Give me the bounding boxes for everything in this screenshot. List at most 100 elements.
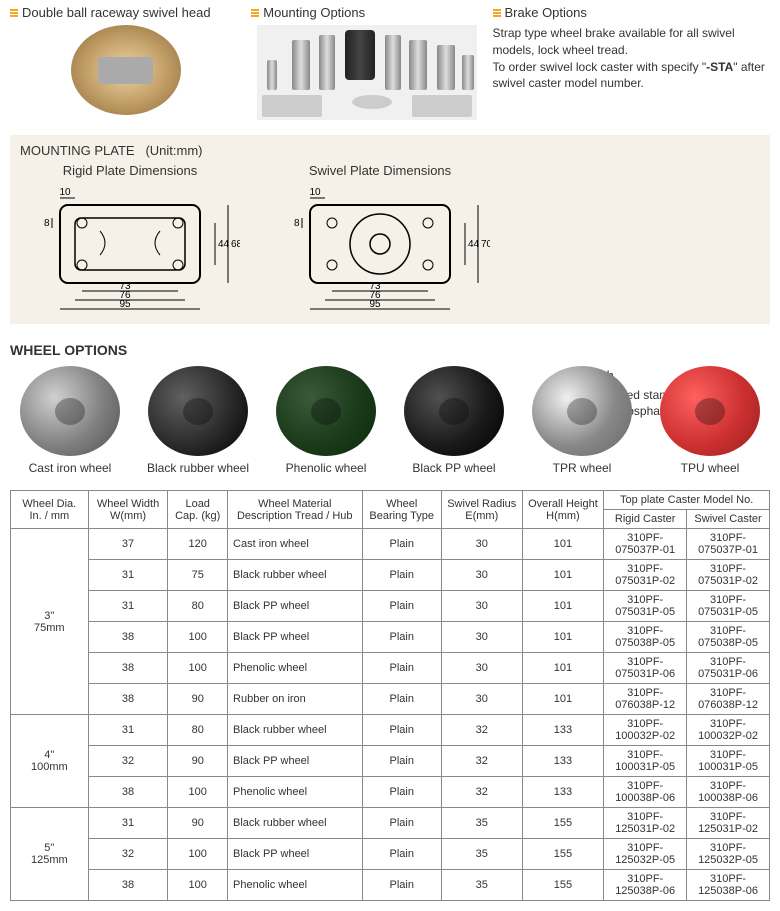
table-row: 5"125mm3190Black rubber wheelPlain351553… [11,808,770,839]
data-cell: 310PF-100031P-05 [687,746,770,777]
data-cell: 310PF-125032P-05 [604,839,687,870]
wheel-options-title: WHEEL OPTIONS [10,342,770,358]
swivel-label-text: Double ball raceway swivel head [22,5,211,20]
data-cell: 310PF-076038P-12 [687,684,770,715]
data-cell: Black PP wheel [228,746,363,777]
svg-text:95: 95 [119,299,131,310]
data-cell: Plain [362,808,441,839]
wheel-image [20,366,120,456]
rigid-plate-diagram: 10 8 44 68 73 76 95 [20,183,240,313]
data-cell: 310PF-100032P-02 [687,715,770,746]
mounting-label-text: Mounting Options [263,5,365,20]
data-cell: Black rubber wheel [228,560,363,591]
wheel-image [276,366,376,456]
data-cell: 30 [441,591,522,622]
data-cell: 310PF-125031P-02 [687,808,770,839]
data-cell: 310PF-075031P-02 [687,560,770,591]
data-cell: 30 [441,560,522,591]
data-cell: 31 [88,591,168,622]
data-cell: 38 [88,777,168,808]
data-cell: 133 [522,777,604,808]
data-cell: 31 [88,715,168,746]
data-cell: 155 [522,839,604,870]
data-cell: Plain [362,839,441,870]
data-cell: 90 [168,746,228,777]
wheel-label: TPU wheel [650,461,770,475]
bars-icon [251,9,259,17]
table-row: 4"100mm3180Black rubber wheelPlain321333… [11,715,770,746]
data-cell: 30 [441,529,522,560]
data-cell: Plain [362,746,441,777]
th-rigid: Rigid Caster [604,510,687,529]
th-swivel: Swivel Caster [687,510,770,529]
mounting-hardware-image [257,25,477,120]
mid-wrapper: MOUNTING PLATE (Unit:mm) Rigid Plate Dim… [0,135,780,324]
data-cell: 35 [441,870,522,901]
rigid-plate-title: Rigid Plate Dimensions [20,163,240,178]
data-cell: Black PP wheel [228,591,363,622]
data-cell: 30 [441,653,522,684]
data-cell: Phenolic wheel [228,653,363,684]
data-cell: 100 [168,777,228,808]
data-cell: 310PF-075031P-06 [687,653,770,684]
dia-cell: 3"75mm [11,529,89,715]
data-cell: Plain [362,777,441,808]
data-cell: 100 [168,870,228,901]
mp-unit: (Unit:mm) [145,143,202,158]
data-cell: 100 [168,622,228,653]
data-cell: 38 [88,870,168,901]
data-cell: 37 [88,529,168,560]
th-dia: Wheel Dia. In. / mm [11,491,89,529]
data-cell: 310PF-075031P-02 [604,560,687,591]
data-cell: Black PP wheel [228,622,363,653]
data-cell: Phenolic wheel [228,777,363,808]
table-body: 3"75mm37120Cast iron wheelPlain30101310P… [11,529,770,901]
data-cell: 310PF-100031P-05 [604,746,687,777]
table-row: 3175Black rubber wheelPlain30101310PF-07… [11,560,770,591]
data-cell: 310PF-075037P-01 [687,529,770,560]
th-load: Load Cap. (kg) [168,491,228,529]
rigid-plate-col: Rigid Plate Dimensions 10 8 44 68 73 76 … [20,163,240,316]
wheel-item: Phenolic wheel [266,366,386,475]
wheel-item: Cast iron wheel [10,366,130,475]
data-cell: 90 [168,808,228,839]
th-bearing: Wheel Bearing Type [362,491,441,529]
mp-header: MOUNTING PLATE (Unit:mm) [20,143,760,158]
data-cell: 310PF-125031P-02 [604,808,687,839]
brake-sta: -STA [706,60,733,74]
mounting-col: Mounting Options [251,5,482,125]
spec-table: Wheel Dia. In. / mm Wheel Width W(mm) Lo… [10,490,770,901]
data-cell: 75 [168,560,228,591]
data-cell: 32 [441,746,522,777]
th-material: Wheel Material Description Tread / Hub [228,491,363,529]
svg-text:10: 10 [309,187,321,198]
mounting-plate-section: MOUNTING PLATE (Unit:mm) Rigid Plate Dim… [10,135,770,324]
data-cell: Black PP wheel [228,839,363,870]
data-cell: 310PF-125038P-06 [687,870,770,901]
swivel-plate-diagram: 10 8 44 70 73 76 95 [270,183,490,313]
data-cell: 310PF-100038P-06 [687,777,770,808]
th-radius: Swivel Radius E(mm) [441,491,522,529]
brake-description: Strap type wheel brake available for all… [493,25,771,92]
wheel-label: Cast iron wheel [10,461,130,475]
table-row: 3180Black PP wheelPlain30101310PF-075031… [11,591,770,622]
wheel-label: Black PP wheel [394,461,514,475]
th-topplate: Top plate Caster Model No. [604,491,770,510]
table-header: Wheel Dia. In. / mm Wheel Width W(mm) Lo… [11,491,770,529]
data-cell: 155 [522,808,604,839]
data-cell: 133 [522,746,604,777]
wheel-item: Black PP wheel [394,366,514,475]
data-cell: 310PF-075037P-01 [604,529,687,560]
brake-label: Brake Options [493,5,771,20]
wheel-image [404,366,504,456]
wheel-image [660,366,760,456]
data-cell: 101 [522,653,604,684]
swivel-col: Double ball raceway swivel head [10,5,241,125]
data-cell: 35 [441,839,522,870]
table-row: 38100Phenolic wheelPlain32133310PF-10003… [11,777,770,808]
data-cell: Plain [362,715,441,746]
data-cell: 80 [168,715,228,746]
bars-icon [493,9,501,17]
data-cell: 101 [522,622,604,653]
swivel-plate-title: Swivel Plate Dimensions [270,163,490,178]
